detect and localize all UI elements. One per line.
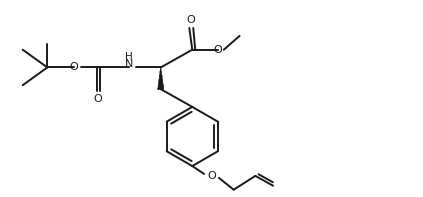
Text: O: O [187, 15, 195, 25]
Text: N: N [125, 59, 133, 70]
Text: O: O [208, 171, 217, 181]
Text: O: O [94, 94, 102, 104]
Text: O: O [70, 62, 78, 72]
Text: H: H [125, 52, 133, 62]
Polygon shape [158, 67, 164, 89]
Text: O: O [214, 45, 222, 55]
